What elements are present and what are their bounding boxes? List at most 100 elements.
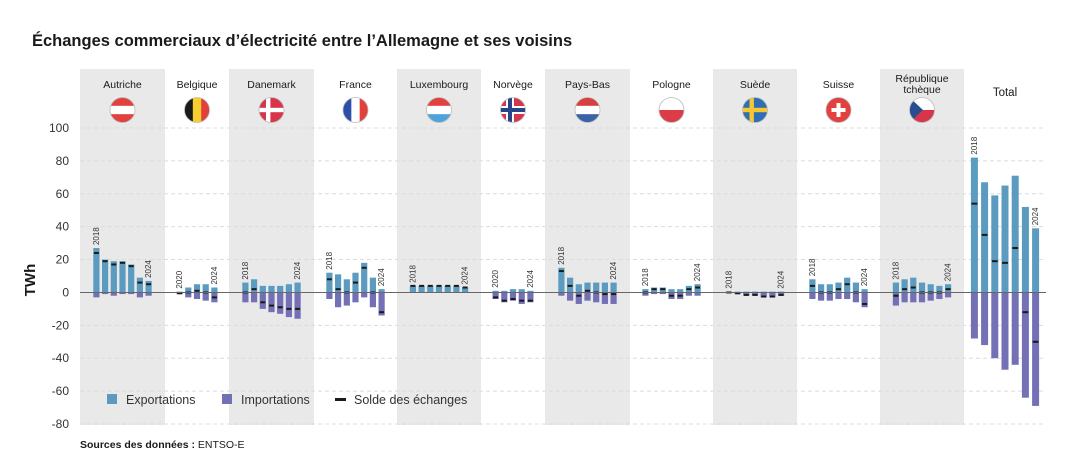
export-bar	[668, 289, 675, 293]
year-label-start: 2018	[557, 246, 566, 264]
balance-mark	[410, 284, 416, 287]
import-bar	[518, 292, 525, 304]
export-bar	[211, 287, 218, 293]
export-bar	[910, 277, 917, 293]
belgium-flag-icon	[184, 97, 210, 123]
y-tick-label: -20	[52, 318, 70, 332]
import-bar	[970, 292, 978, 339]
y-tick-label: -80	[52, 417, 70, 431]
import-bar	[927, 292, 934, 301]
export-bar	[444, 285, 451, 293]
balance-mark	[453, 284, 459, 287]
export-bar	[1011, 175, 1019, 293]
import-bar	[119, 292, 126, 295]
balance-mark	[743, 293, 749, 296]
import-bar	[1021, 292, 1029, 398]
y-axis: 100 80 60 40 20 0 -20 -40 -60 -80	[49, 121, 69, 431]
export-bar	[509, 289, 517, 293]
export-bar	[185, 287, 192, 293]
import-bar	[527, 292, 534, 303]
import-bar	[193, 292, 201, 300]
balance-mark	[651, 288, 657, 291]
export-bar	[110, 261, 117, 293]
export-bar	[575, 284, 582, 293]
year-label-end: 2024	[777, 270, 786, 288]
export-bar	[901, 279, 908, 293]
export-bar	[677, 289, 684, 293]
balance-mark	[769, 295, 775, 298]
group-label: France	[339, 79, 372, 91]
group-label-line-1: République	[895, 73, 948, 85]
export-bar	[593, 282, 600, 293]
balance-mark	[462, 286, 468, 289]
balance-mark	[991, 260, 998, 263]
balance-mark	[519, 299, 525, 302]
import-bar	[259, 292, 266, 309]
balance-mark	[752, 293, 758, 296]
export-bar	[93, 248, 100, 293]
export-bar	[335, 274, 342, 293]
import-bar	[945, 292, 952, 298]
import-bar	[901, 292, 908, 303]
export-bar	[1021, 206, 1029, 293]
export-bar	[145, 280, 152, 293]
balance-mark	[567, 284, 573, 287]
import-bar	[910, 292, 917, 303]
netherlands-flag-icon	[574, 97, 601, 123]
poland-flag-icon	[658, 97, 685, 123]
france-flag-icon	[342, 97, 369, 123]
export-bar	[1001, 185, 1009, 293]
group-label: Norvège	[493, 79, 533, 91]
export-bar	[601, 282, 608, 293]
export-bar	[435, 285, 443, 293]
import-bar	[285, 292, 292, 318]
balance-mark	[445, 284, 451, 287]
balance-mark	[501, 299, 507, 302]
export-bar	[981, 182, 989, 293]
source-label: Sources des données :	[80, 439, 198, 451]
year-label-end: 2024	[377, 268, 386, 286]
y-tick-label: 100	[49, 121, 69, 135]
legend-balance-swatch	[335, 398, 346, 401]
import-bar	[335, 292, 342, 308]
group-label: Belgique	[177, 79, 218, 91]
year-label-end: 2024	[860, 268, 869, 286]
balance-mark	[893, 294, 899, 297]
import-bar	[892, 292, 899, 306]
balance-mark	[1002, 261, 1008, 264]
balance-mark	[295, 307, 301, 310]
y-tick-label: -60	[52, 384, 70, 398]
import-bar	[593, 292, 600, 303]
export-bar	[285, 284, 292, 293]
gridlines	[80, 127, 1046, 425]
legend-balance-label: Solde des échanges	[354, 393, 467, 407]
flags	[109, 97, 935, 123]
export-bar	[991, 195, 999, 293]
import-bar	[852, 292, 859, 303]
balance-mark	[902, 288, 908, 291]
balance-mark	[260, 301, 266, 304]
balance-mark	[558, 270, 564, 273]
year-label-start: 2018	[808, 258, 817, 276]
y-axis-label: TWh	[22, 264, 39, 296]
balance-mark	[585, 289, 590, 292]
balance-mark	[277, 306, 283, 309]
balance-mark	[602, 293, 608, 296]
import-bar	[760, 292, 767, 298]
export-bar	[584, 282, 591, 293]
balance-mark	[111, 263, 117, 266]
import-bar	[844, 292, 851, 300]
import-bar	[651, 292, 658, 295]
import-bar	[769, 292, 776, 298]
bars: 2018 2024 2020 2024 2018 2024 2018 2024 2018 2024…	[92, 136, 1040, 406]
export-bar	[102, 259, 109, 293]
year-label-start: 2018	[724, 270, 733, 288]
balance-mark	[335, 288, 341, 291]
year-label-end: 2024	[293, 261, 302, 279]
import-bar	[818, 292, 825, 301]
legend: Exportations Importations Solde des écha…	[107, 393, 467, 407]
group-label: Suède	[740, 79, 771, 91]
luxembourg-flag-icon	[426, 97, 452, 123]
balance-mark	[353, 281, 358, 284]
country-labels: Autriche Belgique Danemark France Luxembourg…	[103, 73, 1017, 99]
